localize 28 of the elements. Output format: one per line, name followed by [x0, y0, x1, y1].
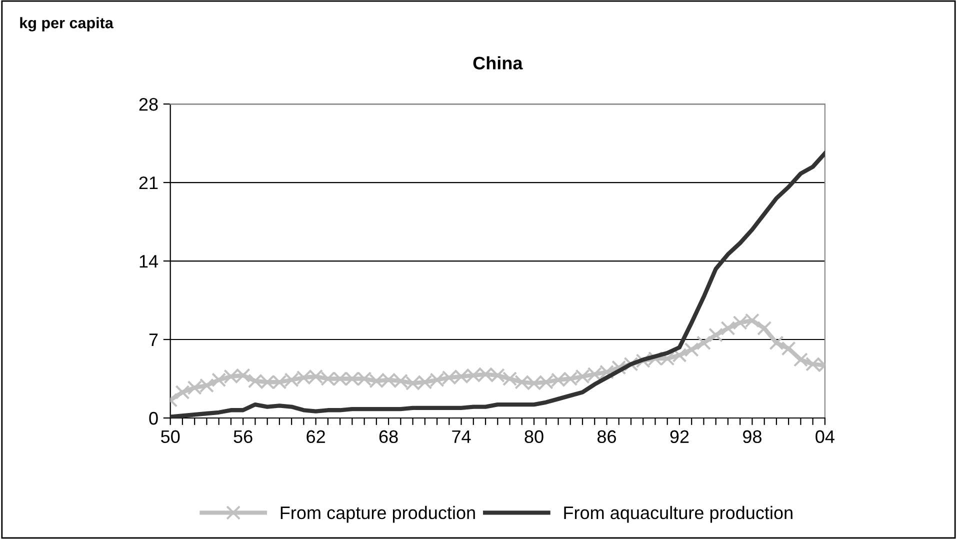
y-axis-title: kg per capita	[20, 17, 114, 32]
y-tick-label: 28	[139, 98, 158, 111]
point	[769, 336, 784, 350]
x-tick-label: 74	[452, 430, 471, 443]
point	[720, 320, 736, 336]
point	[684, 342, 699, 357]
x-tick-label: 86	[597, 430, 616, 444]
legend-label: From capture production	[280, 506, 475, 523]
x-tick-label: 80	[524, 430, 544, 444]
y-tick-label: 0	[149, 412, 158, 425]
y-tick-label: 14	[140, 255, 158, 268]
legend-label: From aquaculture production	[564, 506, 792, 523]
point	[793, 352, 808, 367]
x-tick-label: 92	[670, 430, 689, 444]
x-tick-label: 04	[816, 430, 834, 444]
point	[696, 336, 712, 350]
y-tick-label: 21	[139, 176, 158, 190]
x-tick-label: 62	[306, 430, 325, 444]
point	[175, 384, 190, 400]
point	[781, 341, 796, 356]
x-tick-label: 68	[379, 430, 398, 444]
point	[708, 328, 724, 342]
x-tick-label: 50	[161, 430, 180, 444]
point	[757, 320, 772, 336]
x-tick-label: 56	[234, 430, 252, 444]
x-tick-label: 98	[743, 430, 762, 444]
y-tick-label: 7	[149, 334, 158, 346]
chart-title: China	[473, 56, 523, 70]
